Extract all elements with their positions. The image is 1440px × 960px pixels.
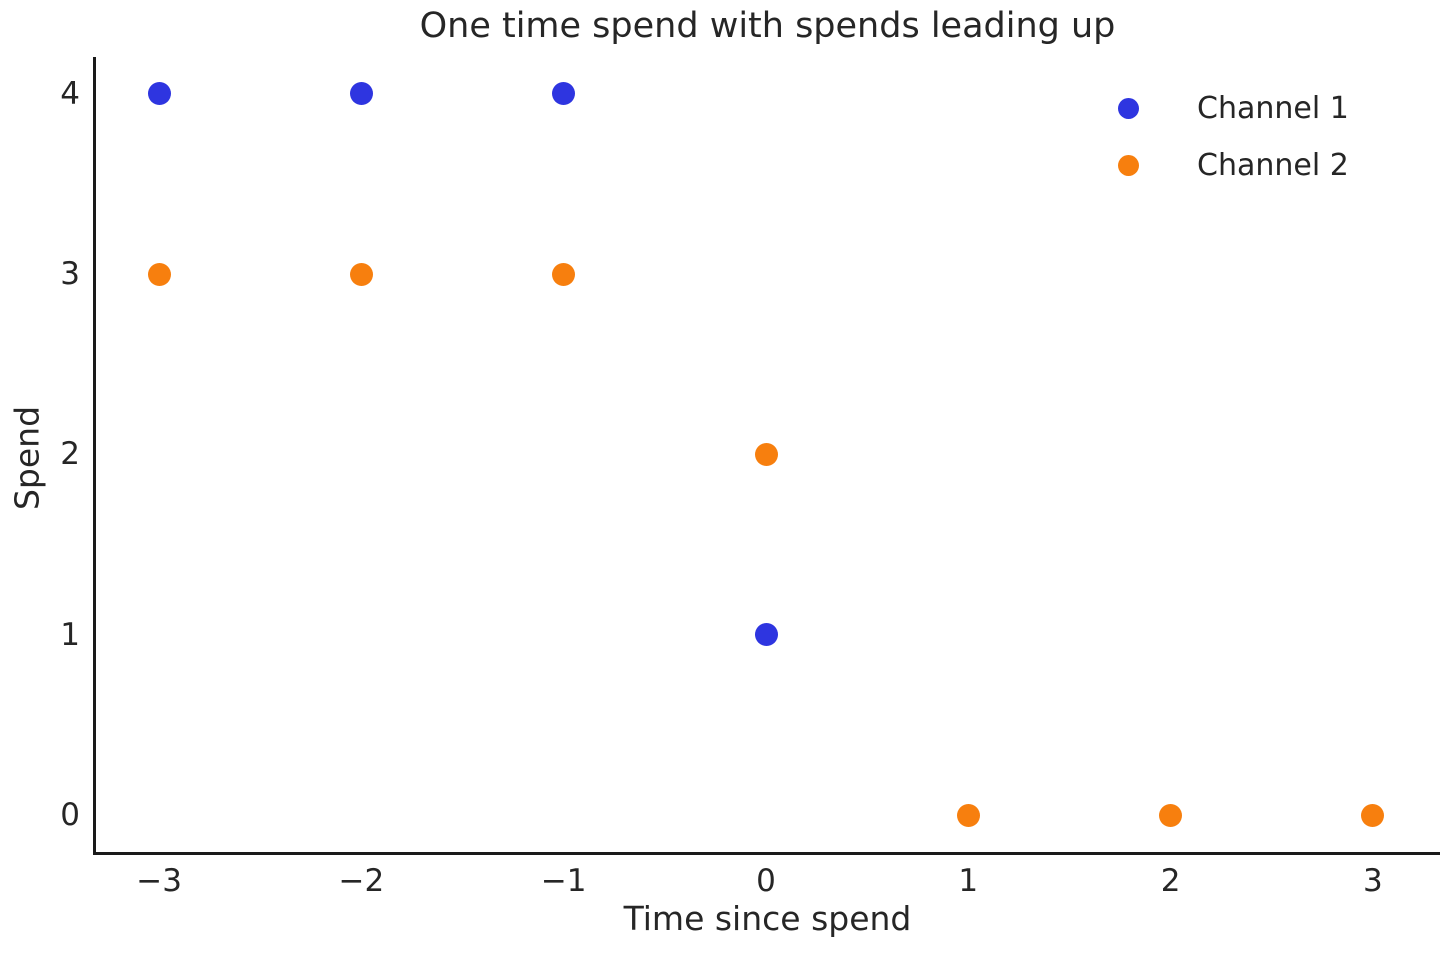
- data-point-channel-1: [552, 82, 576, 106]
- x-tick-label: 1: [958, 863, 979, 899]
- y-axis-label: Spend: [7, 405, 47, 511]
- legend-marker-icon: [1118, 154, 1139, 176]
- y-tick-label: 0: [60, 797, 80, 833]
- x-tick-label: 2: [1160, 863, 1181, 899]
- x-tick-label: −3: [136, 863, 182, 899]
- x-tick-label: 3: [1363, 863, 1383, 899]
- x-tick-label: −1: [540, 863, 587, 899]
- y-tick-label: 4: [60, 75, 80, 112]
- data-point-channel-2: [147, 262, 171, 286]
- legend-entry-channel-1: Channel 1: [1118, 86, 1349, 130]
- data-point-channel-2: [552, 262, 576, 286]
- legend-label: Channel 2: [1197, 147, 1349, 183]
- x-axis-spine: [93, 852, 1440, 855]
- data-point-channel-2: [956, 803, 980, 827]
- legend-label: Channel 1: [1197, 90, 1349, 126]
- data-point-channel-2: [1159, 803, 1183, 827]
- y-axis-spine: [93, 57, 96, 855]
- data-point-channel-1: [349, 82, 373, 106]
- x-tick-label: 0: [756, 863, 776, 899]
- y-tick-label: 2: [60, 436, 80, 473]
- chart-title: One time spend with spends leading up: [419, 6, 1116, 46]
- legend: Channel 1 Channel 2: [1118, 86, 1349, 187]
- data-point-channel-2: [1361, 803, 1385, 827]
- x-tick-label: −2: [338, 863, 385, 899]
- data-point-channel-2: [754, 442, 778, 466]
- data-point-channel-1: [754, 623, 778, 647]
- legend-entry-channel-2: Channel 2: [1118, 143, 1349, 187]
- y-tick-label: 1: [60, 616, 80, 653]
- x-axis-label: Time since spend: [623, 899, 912, 938]
- legend-marker-icon: [1118, 97, 1139, 119]
- data-point-channel-2: [349, 262, 373, 286]
- y-tick-label: 3: [60, 256, 80, 293]
- data-point-channel-1: [147, 82, 171, 106]
